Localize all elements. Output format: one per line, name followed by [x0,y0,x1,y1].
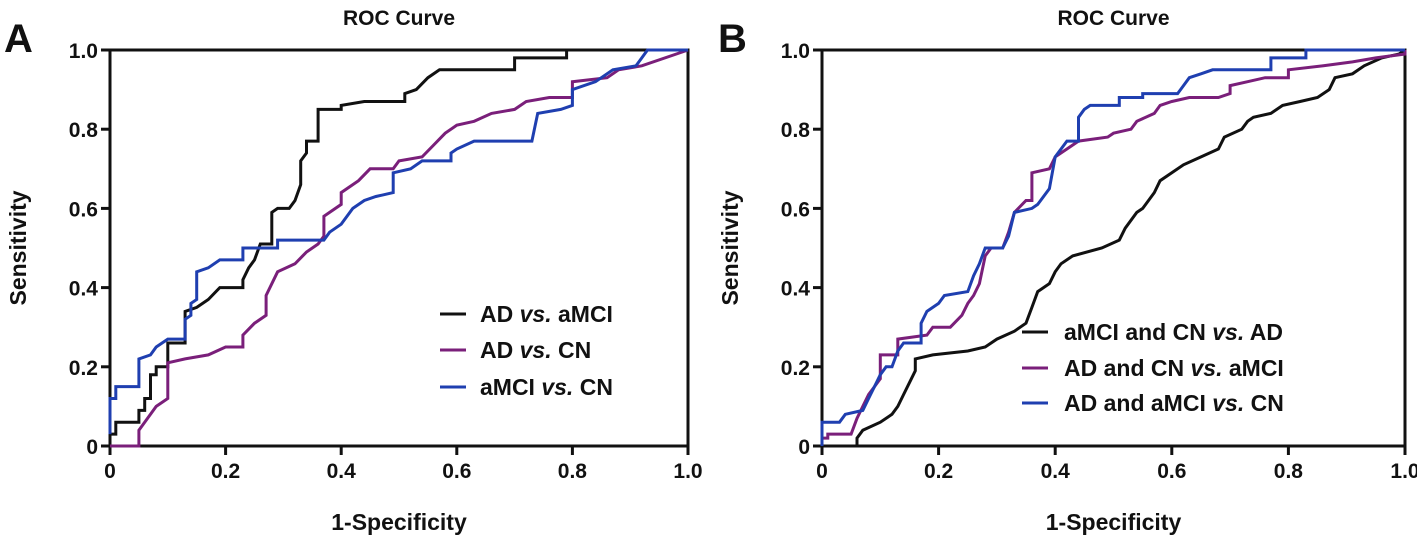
x-tick-label: 1.0 [673,460,702,483]
x-axis-label: 1-Specificity [331,509,467,535]
x-tick-label: 0.2 [211,460,240,483]
plot-frame [108,48,690,448]
x-tick-label: 0.8 [1274,460,1304,483]
chart-title: ROC Curve [343,7,455,30]
y-tick-label: 1.0 [69,40,98,63]
roc-series-line [820,50,1407,446]
y-tick-label: 0.6 [69,198,98,221]
legend-label: AD and CN vs. aMCI [1064,355,1284,381]
y-tick-label: 0.2 [69,357,98,380]
roc-series-line [855,48,1406,446]
panel-b: B ROC Curve 1-Specificity Sensitivity 0 0.2 0.… [717,7,1417,535]
roc-series-line [108,48,688,446]
legend-label: AD vs. aMCI [480,301,613,327]
x-tick-label: 0.4 [327,460,357,483]
x-tick-label: 0.6 [442,460,471,483]
x-tick-label: 0 [816,460,828,483]
chart-title: ROC Curve [1057,7,1169,30]
roc-series-line [108,48,688,435]
roc-series-line [110,48,689,448]
legend-label: AD and aMCI vs. CN [1064,390,1284,416]
y-axis-label: Sensitivity [5,190,31,305]
panel-letter: B [718,17,747,61]
panel-letter: A [4,17,33,61]
y-tick-label: 0.8 [781,119,811,142]
y-tick-label: 0.6 [781,198,810,221]
plot-frame [820,48,1407,448]
x-tick-label: 0 [104,460,116,483]
x-tick-label: 0.2 [924,460,953,483]
y-tick-label: 0.4 [781,278,811,301]
x-tick-label: 1.0 [1390,460,1417,483]
y-axis-label: Sensitivity [717,190,743,305]
y-tick-label: 0 [798,436,810,459]
legend-label: aMCI and CN vs. AD [1064,319,1283,345]
legend-label: aMCI vs. CN [480,374,613,400]
y-tick-label: 0.2 [781,357,810,380]
legend-label: AD vs. CN [480,337,591,363]
x-axis-label: 1-Specificity [1046,509,1182,535]
roc-series-line [820,48,1405,446]
y-tick-label: 1.0 [781,40,810,63]
y-tick-label: 0.4 [69,278,99,301]
y-tick-label: 0.8 [69,119,99,142]
panel-a: A ROC Curve 1-Specificity Sensitivity 0 0.2 0.… [4,7,703,535]
y-tick-label: 0 [86,436,98,459]
x-tick-label: 0.4 [1041,460,1071,483]
x-tick-label: 0.6 [1157,460,1186,483]
x-tick-label: 0.8 [558,460,588,483]
